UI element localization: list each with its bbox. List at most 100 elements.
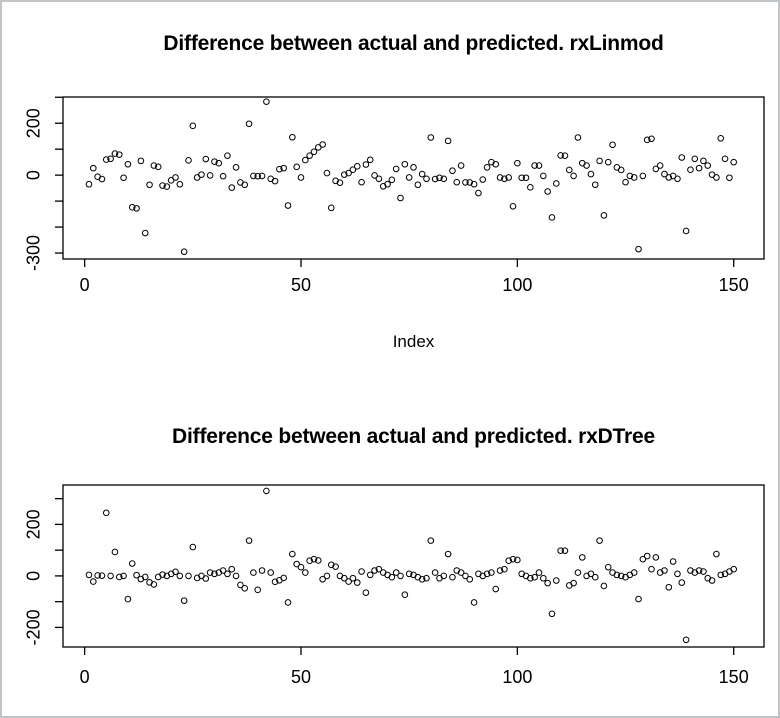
data-point (587, 170, 595, 178)
data-point (440, 572, 448, 580)
data-point (120, 174, 127, 182)
data-point (111, 548, 119, 556)
data-point (353, 579, 361, 586)
data-point (630, 174, 638, 181)
plot-box (62, 96, 765, 260)
data-point (133, 205, 140, 212)
data-point (695, 567, 703, 574)
data-point (518, 174, 525, 182)
x-axis-label-index: Index (392, 332, 435, 351)
data-point (397, 572, 404, 580)
data-point (345, 578, 352, 585)
data-point (336, 179, 344, 186)
data-point (418, 575, 426, 583)
y-tick-label: 200 (24, 108, 44, 138)
data-point (449, 573, 456, 581)
data-point (388, 573, 396, 581)
data-point (457, 162, 465, 169)
data-point (250, 172, 257, 180)
y-tick-label: -300 (24, 235, 44, 271)
data-point (397, 194, 404, 202)
data-point (280, 164, 287, 172)
data-point (531, 573, 538, 581)
data-point (306, 557, 313, 565)
data-point (289, 550, 296, 558)
data-point (527, 574, 534, 582)
data-point (678, 579, 686, 586)
data-point (289, 133, 296, 141)
data-point (643, 552, 651, 560)
y-tick-label: 0 (24, 571, 44, 581)
data-point (427, 537, 435, 544)
data-point (652, 554, 660, 561)
data-point (310, 148, 318, 156)
data-point (107, 155, 114, 163)
data-point (232, 164, 240, 171)
data-point (271, 177, 279, 185)
data-point (215, 159, 223, 167)
data-point (85, 180, 93, 188)
data-point (700, 568, 707, 575)
data-point (596, 537, 603, 544)
data-point (319, 141, 326, 148)
data-point (570, 172, 577, 180)
data-point (700, 157, 707, 165)
data-point (548, 214, 556, 221)
data-point (466, 179, 474, 186)
data-point (176, 572, 184, 580)
data-point (371, 567, 378, 574)
data-point (527, 184, 534, 191)
data-point (254, 172, 262, 180)
data-point (150, 581, 158, 588)
data-point (557, 547, 564, 554)
data-point (648, 135, 655, 143)
data-point (263, 487, 270, 495)
data-point (94, 572, 101, 579)
data-point (124, 160, 132, 168)
data-point (128, 204, 136, 211)
data-point (228, 184, 236, 191)
data-point (107, 572, 114, 580)
data-point (462, 572, 469, 580)
data-point (358, 568, 365, 575)
x-tick-label: 0 (80, 667, 90, 687)
data-point (574, 569, 582, 576)
data-point (704, 162, 712, 169)
data-point (254, 586, 262, 594)
data-point (674, 175, 681, 183)
data-point (102, 156, 110, 163)
data-point (375, 175, 383, 183)
data-point (721, 155, 729, 163)
data-point (639, 172, 647, 180)
data-point (687, 166, 694, 173)
data-point (202, 155, 210, 163)
data-point (600, 582, 608, 590)
data-point (327, 204, 335, 212)
data-point (609, 141, 616, 149)
data-point (276, 165, 283, 173)
data-point (362, 161, 370, 168)
data-point (726, 174, 733, 182)
data-point (332, 563, 339, 570)
data-point (323, 169, 331, 177)
data-point (496, 174, 504, 181)
data-point (501, 175, 508, 183)
data-point (713, 550, 720, 558)
data-point (630, 569, 638, 576)
data-point (587, 570, 595, 578)
data-point (297, 563, 305, 571)
data-point (674, 570, 681, 578)
data-point (540, 574, 547, 582)
data-point (405, 174, 413, 181)
data-point (401, 160, 409, 168)
plot-title-rxlinmod: Difference between actual and predicted.… (163, 32, 664, 55)
data-point (604, 158, 612, 166)
data-point (475, 189, 482, 197)
data-point (141, 573, 149, 581)
data-point (349, 574, 357, 582)
data-point (154, 163, 162, 171)
data-point (211, 570, 218, 578)
data-point (323, 572, 331, 580)
data-point (250, 569, 257, 576)
